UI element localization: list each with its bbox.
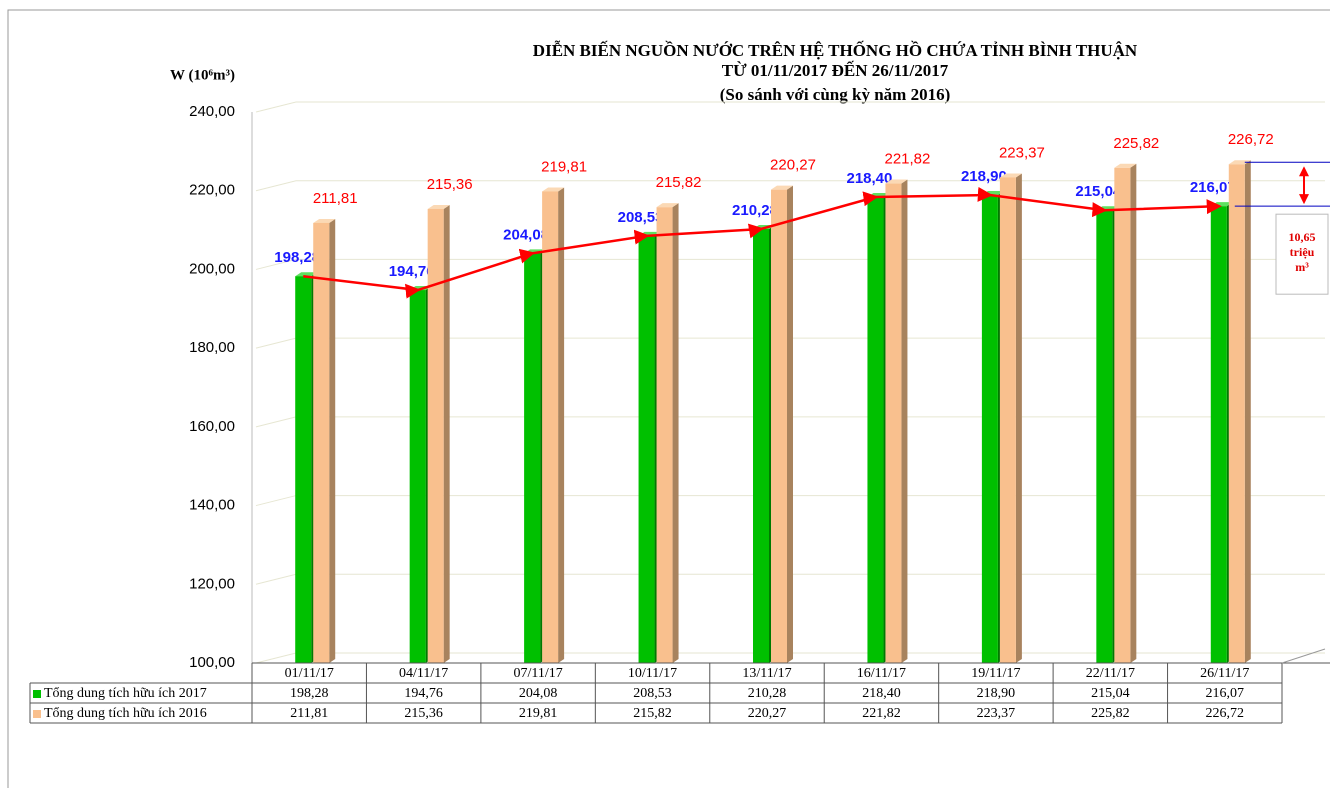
bar-side (1244, 160, 1251, 663)
y-tick-label: 180,00 (189, 339, 235, 356)
table-cell: 208,53 (633, 686, 672, 701)
bar (656, 207, 673, 663)
table-cell: 223,37 (977, 706, 1016, 721)
x-tick-label: 26/11/17 (1200, 666, 1249, 681)
legend-label: Tổng dung tích hữu ích 2016 (44, 706, 207, 721)
bar (409, 290, 426, 663)
y-tick-label: 120,00 (189, 575, 235, 592)
bar (313, 222, 330, 663)
bar (1096, 210, 1113, 664)
data-label: 218,40 (846, 170, 892, 187)
table-cell: 216,07 (1206, 686, 1245, 701)
annotation: 10,65 (1289, 230, 1316, 244)
table-cell: 198,28 (290, 686, 329, 701)
data-label: 215,36 (427, 176, 473, 193)
data-label: 223,37 (999, 144, 1045, 161)
table-cell: 215,04 (1091, 686, 1130, 701)
grid-line (255, 180, 1325, 192)
y-tick-label: 200,00 (189, 260, 235, 277)
bar (885, 183, 902, 664)
annotation: triệu (1290, 245, 1315, 259)
x-tick-label: 16/11/17 (857, 666, 906, 681)
bar (981, 195, 998, 663)
data-label: 220,27 (770, 157, 816, 174)
x-tick-label: 22/11/17 (1086, 666, 1135, 681)
bar (999, 177, 1016, 663)
bar-side (329, 218, 336, 663)
table-cell: 225,82 (1091, 706, 1130, 721)
legend-swatch (33, 710, 41, 718)
y-tick-label: 240,00 (189, 103, 235, 120)
table-cell: 218,40 (862, 686, 901, 701)
floor (1281, 648, 1326, 664)
y-tick-label: 140,00 (189, 497, 235, 514)
x-tick-label: 19/11/17 (971, 666, 1020, 681)
bar (867, 197, 884, 664)
bar (295, 276, 312, 663)
data-label: 221,82 (884, 151, 930, 168)
bar (771, 189, 787, 663)
y-axis-label: W (10⁶m³) (170, 67, 235, 83)
table-grid (29, 662, 1330, 724)
x-tick-label: 13/11/17 (742, 666, 791, 681)
bar (1114, 167, 1131, 664)
table-cell: 218,90 (977, 686, 1016, 701)
grid-line (255, 101, 1325, 113)
bar-top (1228, 160, 1251, 165)
bar-top (313, 218, 336, 223)
data-label: 218,90 (961, 168, 1007, 185)
bar (427, 208, 444, 663)
bar-side (558, 187, 565, 663)
table-cell: 220,27 (748, 706, 787, 721)
table-cell: 211,81 (290, 706, 328, 721)
legend-label: Tổng dung tích hữu ích 2017 (44, 686, 207, 701)
legend-swatch (33, 690, 41, 698)
table-cell: 204,08 (519, 686, 558, 701)
bar-side (443, 204, 450, 663)
bar-top (1114, 163, 1137, 168)
annotation: m³ (1295, 260, 1309, 274)
x-tick-label: 10/11/17 (628, 666, 677, 681)
x-tick-label: 07/11/17 (513, 666, 562, 681)
bar-side (1130, 163, 1137, 664)
bar (524, 253, 541, 663)
x-tick-label: 01/11/17 (285, 666, 334, 681)
table-cell: 226,72 (1206, 706, 1245, 721)
annotation-box (1275, 213, 1329, 295)
bar-top (999, 173, 1022, 178)
bar (1210, 206, 1227, 663)
data-label: 219,81 (541, 158, 587, 175)
bar-top (295, 272, 318, 277)
frame (7, 9, 1330, 788)
data-label: 225,82 (1113, 135, 1159, 152)
bar-side (901, 179, 908, 664)
data-label: 215,82 (656, 174, 702, 191)
bar-side (787, 185, 793, 663)
data-label: 211,81 (313, 190, 358, 207)
data-label: 226,72 (1228, 131, 1274, 148)
bar (753, 228, 769, 663)
bar (1228, 164, 1245, 663)
trend-line (303, 186, 1222, 299)
table-cell: 221,82 (862, 706, 901, 721)
title-line: TỪ 01/11/2017 ĐẾN 26/11/2017 (722, 61, 949, 80)
y-tick-label: 100,00 (189, 654, 235, 671)
table-cell: 215,36 (404, 706, 443, 721)
y-tick-label: 220,00 (189, 182, 235, 199)
x-tick-label: 04/11/17 (399, 666, 448, 681)
title-line: (So sánh với cùng kỳ năm 2016) (720, 85, 950, 104)
bar (638, 235, 655, 663)
table-cell: 215,82 (633, 706, 672, 721)
bar (542, 191, 559, 663)
data-label: 198,28 (274, 249, 320, 266)
table-cell: 219,81 (519, 706, 558, 721)
table-cell: 194,76 (404, 686, 443, 701)
title-line: DIỄN BIẾN NGUỒN NƯỚC TRÊN HỆ THỐNG HỒ CH… (533, 40, 1138, 60)
bar-side (672, 203, 679, 663)
bar-top (885, 179, 908, 184)
table-cell: 210,28 (748, 686, 787, 701)
bar-side (1015, 173, 1022, 663)
y-tick-label: 160,00 (189, 418, 235, 435)
